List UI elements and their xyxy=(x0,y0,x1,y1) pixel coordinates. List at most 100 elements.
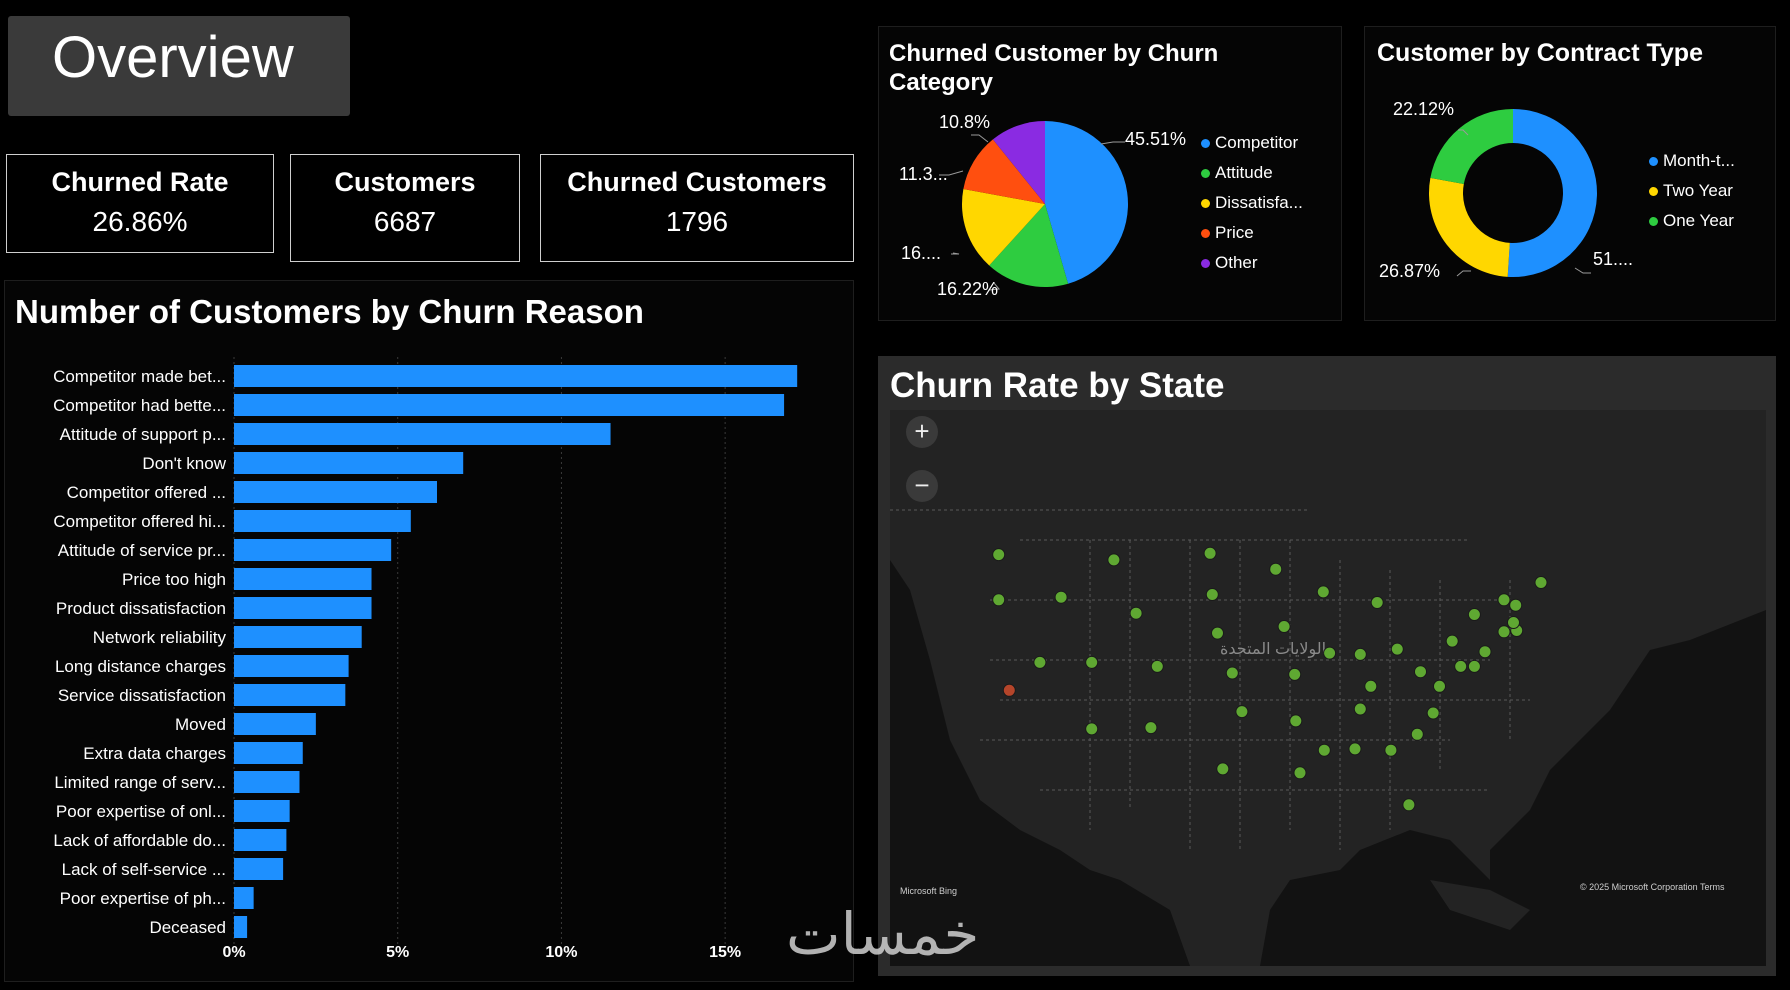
map-point-ar xyxy=(1289,714,1303,728)
pie-title-line2: Category xyxy=(889,69,994,96)
bar-category-label: Lack of affordable do... xyxy=(53,831,226,850)
donut-label-month: 51.... xyxy=(1593,249,1633,269)
legend-dot xyxy=(1649,217,1658,227)
legend-item-competitor[interactable]: Competitor xyxy=(1201,133,1298,153)
slice-attitude xyxy=(989,204,1069,287)
bar-3 xyxy=(234,452,464,474)
map-point-sd xyxy=(1205,588,1219,601)
kpi-card-churned-rate[interactable]: Churned Rate 26.86% xyxy=(6,154,274,253)
donut-label-two-year: 26.87% xyxy=(1379,261,1440,281)
map-point-wv xyxy=(1414,665,1427,679)
map-point-ok xyxy=(1235,705,1249,719)
legend-label: One Year xyxy=(1663,211,1734,230)
map-points xyxy=(992,546,1548,812)
page-title: Overview xyxy=(52,25,294,90)
pie-label-dissatisfaction: 16.... xyxy=(901,243,941,263)
leader-line-dissatisfaction xyxy=(951,252,960,255)
churn-category-pie-panel[interactable]: Churned Customer by Churn Category 45.51… xyxy=(878,26,1342,321)
legend-label: Two Year xyxy=(1663,181,1733,200)
map-point-md xyxy=(1454,659,1468,673)
map-point-nm xyxy=(1144,721,1158,735)
map-point-ut xyxy=(1085,655,1099,669)
map-canvas[interactable]: الولايات المتحدة Microsoft Bing © 2025 M… xyxy=(890,410,1766,966)
contract-type-donut-panel[interactable]: Customer by Contract Type 51.... 26.87% … xyxy=(1364,26,1776,321)
legend-item-dissatisfaction[interactable]: Dissatisfa... xyxy=(1201,193,1303,213)
slice-one-year xyxy=(1430,109,1513,185)
map-point-pa xyxy=(1445,634,1459,648)
bar-13 xyxy=(234,742,303,764)
bar-category-label: Moved xyxy=(175,715,226,734)
map-point-nj xyxy=(1478,645,1492,659)
pie-leader-lines xyxy=(939,134,1125,291)
legend-label: Month-t... xyxy=(1663,151,1735,170)
bar-category-label: Product dissatisfaction xyxy=(56,599,226,618)
map-point-ny xyxy=(1467,608,1481,621)
bar-17 xyxy=(234,858,284,880)
churn-reason-bar-panel[interactable]: Number of Customers by Churn Reason 0% 5%… xyxy=(4,280,854,982)
bar-19 xyxy=(234,916,248,938)
slice-price xyxy=(963,139,1045,204)
map-point-ks xyxy=(1225,666,1239,680)
bar-5 xyxy=(234,510,411,532)
leader-line-one-year xyxy=(1458,129,1469,136)
bar-category-label: Competitor had bette... xyxy=(53,396,226,415)
map-title: Churn Rate by State xyxy=(890,366,1225,405)
map-point-wa xyxy=(992,548,1006,562)
churn-by-state-map-panel[interactable]: Churn Rate by State xyxy=(878,356,1776,976)
map-landmass xyxy=(890,410,1766,966)
legend-item-month-to-month[interactable]: Month-t... xyxy=(1649,151,1735,171)
bar-10 xyxy=(234,655,349,677)
bar-18 xyxy=(234,887,254,909)
bar-category-label: Competitor made bet... xyxy=(53,367,226,386)
bar-12 xyxy=(234,713,316,735)
map-point-ky xyxy=(1364,679,1378,693)
bar-category-label: Limited range of serv... xyxy=(54,773,226,792)
legend-dot xyxy=(1649,157,1658,167)
map-point-ia xyxy=(1277,620,1291,633)
legend-dot xyxy=(1649,187,1658,197)
map-point-va xyxy=(1433,679,1446,693)
pie-label-competitor: 45.51% xyxy=(1125,129,1186,149)
pie-chart: 45.51% 16.22% 16.... 11.3... 10.8% xyxy=(899,112,1186,299)
donut-leader-lines xyxy=(1456,129,1591,277)
slice-dissatisfaction xyxy=(962,188,1045,266)
map-point-id xyxy=(1054,590,1068,604)
map-point-ga xyxy=(1384,743,1398,757)
map-point-vt xyxy=(1497,593,1511,607)
legend-item-attitude[interactable]: Attitude xyxy=(1201,163,1273,183)
bar-category-label: Attitude of service pr... xyxy=(58,541,226,560)
kpi-value: 26.86% xyxy=(92,206,188,237)
land-north-america xyxy=(890,410,1766,966)
map-point-il xyxy=(1323,646,1337,660)
legend-item-two-year[interactable]: Two Year xyxy=(1649,181,1733,201)
pie-chart-title: Churned Customer by Churn Category xyxy=(889,39,1218,97)
legend-item-other[interactable]: Other xyxy=(1201,253,1258,273)
legend-dot xyxy=(1201,259,1210,269)
legend-label: Dissatisfa... xyxy=(1215,193,1303,212)
kpi-card-customers[interactable]: Customers 6687 xyxy=(290,154,520,262)
bar-x-tick: 5% xyxy=(386,944,409,961)
legend-dot xyxy=(1201,169,1210,179)
bar-category-label: Poor expertise of onl... xyxy=(56,802,226,821)
legend-item-price[interactable]: Price xyxy=(1201,223,1254,243)
legend-item-one-year[interactable]: One Year xyxy=(1649,211,1734,231)
bar-category-label: Attitude of support p... xyxy=(60,425,226,444)
bar-category-label: Network reliability xyxy=(93,628,227,647)
zoom-in-button[interactable]: + xyxy=(906,416,938,448)
leader-line-price xyxy=(939,170,964,176)
zoom-out-button[interactable]: − xyxy=(906,470,938,502)
legend-dot xyxy=(1201,199,1210,209)
map-point-ct xyxy=(1497,625,1511,639)
map-point-ne xyxy=(1211,626,1224,640)
donut-label-one-year: 22.12% xyxy=(1393,99,1454,119)
map-point-wy xyxy=(1129,606,1143,620)
kpi-label: Churned Customers xyxy=(567,167,827,197)
kpi-card-churned-customers[interactable]: Churned Customers 1796 xyxy=(540,154,854,262)
leader-line-two-year xyxy=(1456,270,1471,277)
bar-7 xyxy=(234,568,372,590)
map-point-tx xyxy=(1216,762,1230,776)
map-point-al xyxy=(1348,742,1362,756)
map-point-co xyxy=(1150,659,1164,673)
watermark-logo: خمسات xyxy=(786,902,980,967)
bar-category-label: Poor expertise of ph... xyxy=(60,889,226,908)
